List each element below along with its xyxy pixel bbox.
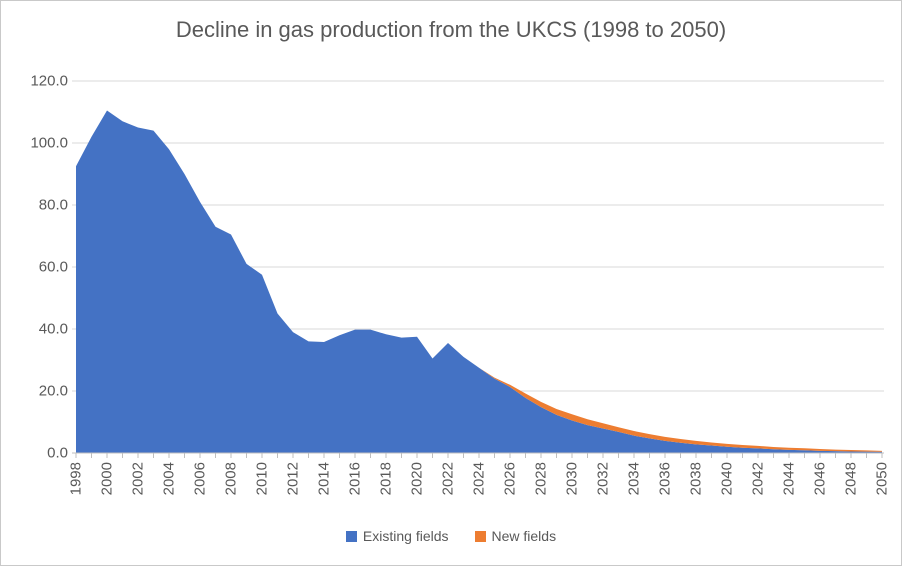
legend-label-new-fields: New fields xyxy=(491,528,557,544)
y-axis-label: 80.0 xyxy=(39,197,68,214)
x-axis-label: 2014 xyxy=(316,462,333,495)
chart-legend: Existing fields New fields xyxy=(1,528,901,544)
x-axis-label: 2004 xyxy=(161,462,178,495)
x-axis-label: 2048 xyxy=(843,462,860,495)
y-axis-label: 120.0 xyxy=(30,73,68,90)
x-axis-label: 2030 xyxy=(564,462,581,495)
y-axis-label: 60.0 xyxy=(39,259,68,276)
x-axis-label: 2010 xyxy=(254,462,271,495)
x-axis-label: 2050 xyxy=(874,462,891,495)
x-axis-label: 2038 xyxy=(688,462,705,495)
x-axis-label: 2002 xyxy=(130,462,147,495)
x-axis-label: 2032 xyxy=(595,462,612,495)
legend-item-existing-fields: Existing fields xyxy=(345,528,449,544)
chart-title: Decline in gas production from the UKCS … xyxy=(175,17,727,42)
legend-swatch-existing-fields-icon xyxy=(345,530,357,542)
x-axis-label: 2042 xyxy=(750,462,767,495)
y-axis-label: 100.0 xyxy=(30,135,68,152)
legend-item-new-fields: New fields xyxy=(474,528,557,544)
x-axis-label: 2016 xyxy=(347,462,364,495)
area-existing-fields xyxy=(76,110,882,453)
x-axis-label: 2044 xyxy=(781,462,798,495)
x-axis-label: 2026 xyxy=(502,462,519,495)
y-axis-label: 0.0 xyxy=(47,445,68,462)
legend-label-existing-fields: Existing fields xyxy=(362,528,449,544)
x-axis-label: 2028 xyxy=(533,462,550,495)
x-axis-label: 2046 xyxy=(812,462,829,495)
x-axis-label: 2034 xyxy=(626,462,643,495)
x-axis-label: 2018 xyxy=(378,462,395,495)
x-axis-label: 2020 xyxy=(409,462,426,495)
x-axis-label: 2036 xyxy=(657,462,674,495)
x-axis-label: 2006 xyxy=(192,462,209,495)
x-axis-label: 2022 xyxy=(440,462,457,495)
x-axis-label: 2000 xyxy=(99,462,116,495)
x-axis-label: 2008 xyxy=(223,462,240,495)
x-axis-label: 1998 xyxy=(68,462,85,495)
legend-swatch-new-fields-icon xyxy=(474,530,486,542)
y-axis-label: 40.0 xyxy=(39,321,68,338)
x-axis-label: 2040 xyxy=(719,462,736,495)
x-axis-label: 2024 xyxy=(471,462,488,495)
y-axis-label: 20.0 xyxy=(39,383,68,400)
x-axis-label: 2012 xyxy=(285,462,302,495)
